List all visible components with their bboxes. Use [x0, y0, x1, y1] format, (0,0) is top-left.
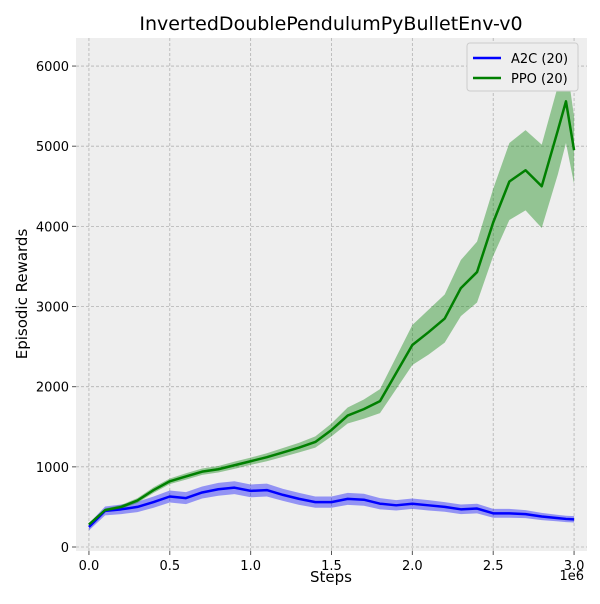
x-axis-multiplier: 1e6 [559, 569, 584, 584]
y-tick-label: 4000 [36, 220, 69, 235]
x-tick-label: 3.0 [564, 559, 585, 574]
y-tick-label: 2000 [36, 381, 69, 396]
axis-ticks: 0.0 0.5 1.0 1.5 2.0 2.5 3.0 0 1000 2000 3000 4000 50… [36, 60, 585, 574]
y-tick-label: 6000 [36, 60, 69, 75]
x-tick-label: 1.5 [321, 559, 342, 574]
x-tick-label: 1.0 [240, 559, 261, 574]
legend: A2C (20) PPO (20) [466, 42, 579, 92]
y-axis-label: Episodic Rewards [13, 229, 31, 360]
y-tick-label: 0 [61, 541, 69, 556]
confidence-band-ppo [88, 59, 575, 527]
x-tick-label: 0.5 [159, 559, 180, 574]
legend-label-ppo: PPO (20) [511, 72, 568, 87]
confidence-bands [88, 59, 575, 531]
y-tick-label: 5000 [36, 140, 69, 155]
x-tick-label: 2.5 [483, 559, 504, 574]
x-tick-label: 2.0 [402, 559, 423, 574]
series-line-ppo [88, 100, 576, 526]
grid [76, 38, 587, 551]
y-tick-label: 1000 [36, 461, 69, 476]
x-tick-label: 0.0 [79, 559, 100, 574]
legend-label-a2c: A2C (20) [511, 52, 568, 67]
confidence-band-a2c [88, 481, 575, 531]
y-tick-label: 3000 [36, 301, 69, 316]
chart-title: InvertedDoublePendulumPyBulletEnv-v0 [139, 13, 522, 35]
series-lines [88, 100, 576, 528]
x-axis-label: Steps [310, 568, 352, 586]
series-line-a2c [88, 486, 575, 528]
